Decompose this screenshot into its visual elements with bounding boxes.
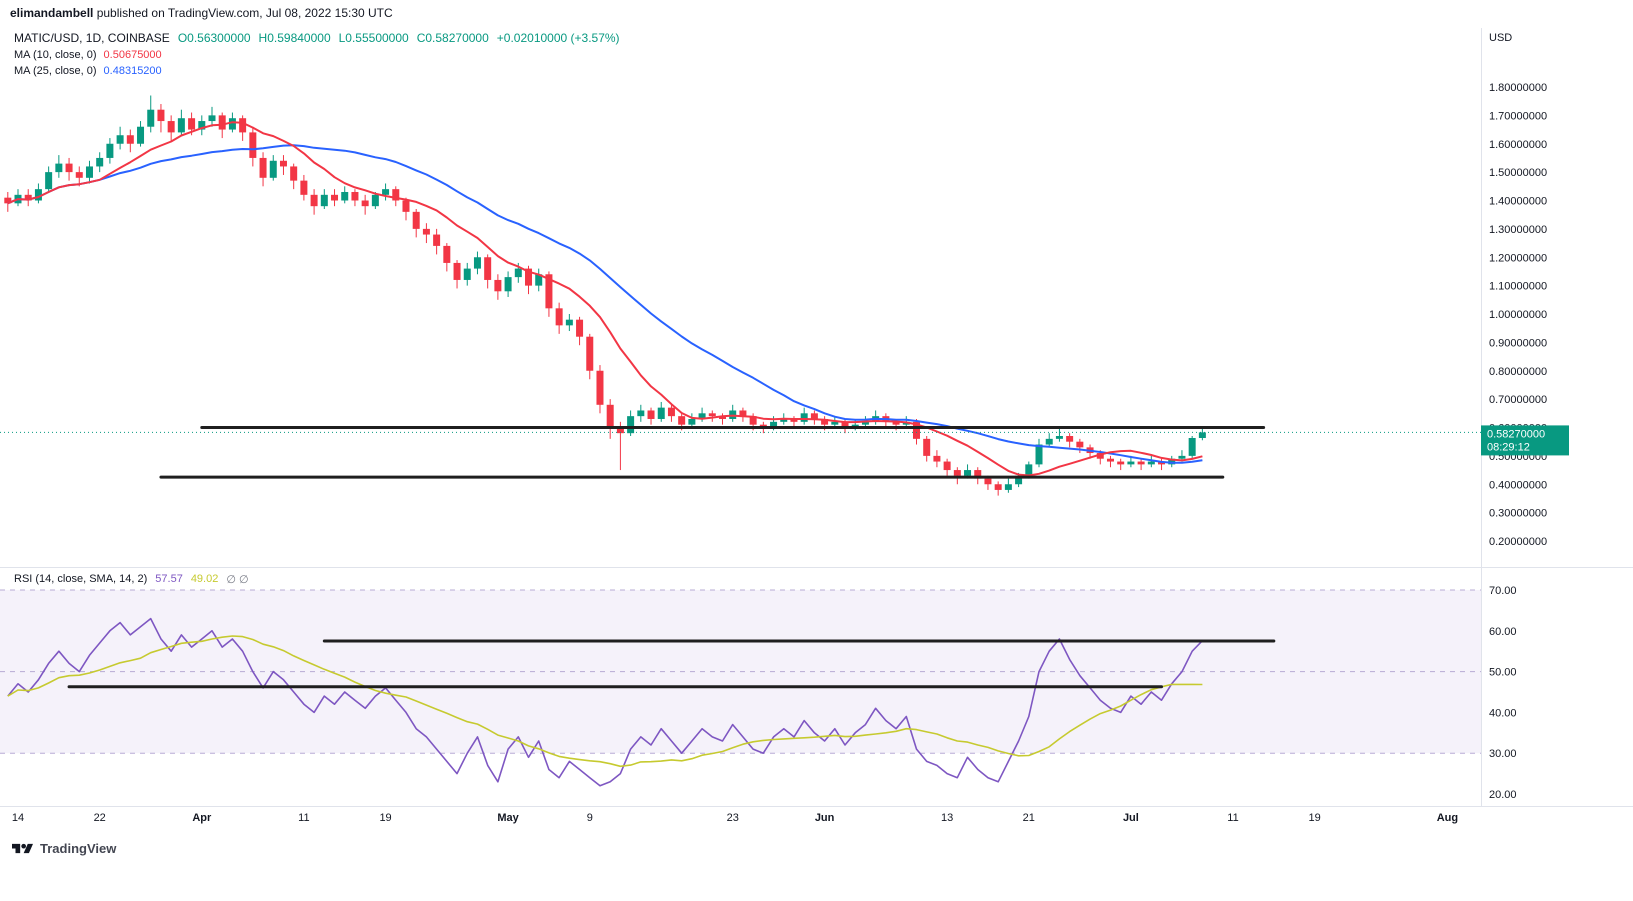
price-axis-currency-label: USD — [1489, 32, 1513, 44]
axis-label: 30.00 — [1489, 748, 1517, 760]
axis-label: Aug — [1437, 812, 1458, 824]
low-value: L0.55500000 — [338, 31, 409, 45]
high-value: H0.59840000 — [258, 31, 331, 45]
axis-label: 23 — [727, 812, 739, 824]
ma10-value: 0.50675000 — [103, 49, 162, 61]
axis-label: Jun — [815, 812, 835, 824]
current-price-badge — [1481, 425, 1569, 456]
axis-label: 1.10000000 — [1489, 281, 1547, 293]
candlestick-series — [4, 95, 1206, 496]
symbol-legend-row[interactable]: MATIC/USD, 1D, COINBASE O0.56300000 H0.5… — [14, 31, 620, 45]
footer: TradingView — [12, 840, 116, 857]
axis-label: May — [497, 812, 519, 824]
axis-label: 22 — [94, 812, 106, 824]
rsi-pane-legend[interactable]: RSI (14, close, SMA, 14, 2) 57.57 49.02 … — [14, 573, 249, 586]
axis-label: 0.30000000 — [1489, 508, 1547, 520]
ma25-legend-row[interactable]: MA (25, close, 0) 0.48315200 — [14, 65, 620, 77]
rsi-line — [7, 617, 1203, 787]
axis-label: 0.90000000 — [1489, 337, 1547, 349]
axis-label: 1.30000000 — [1489, 224, 1547, 236]
open-value: O0.56300000 — [177, 31, 251, 45]
tradingview-logo-icon[interactable] — [12, 840, 33, 857]
rsi-hidden-band-values: ∅ ∅ — [226, 574, 249, 586]
axis-label: 0.80000000 — [1489, 366, 1547, 378]
axis-label: 08:29:12 — [1487, 441, 1530, 453]
attribution-text: published on TradingView.com, Jul 08, 20… — [93, 6, 393, 20]
axis-label: 13 — [941, 812, 953, 824]
ma10-label: MA (10, close, 0) — [14, 49, 97, 61]
rsi-label: RSI (14, close, SMA, 14, 2) — [14, 573, 148, 585]
axis-label: 0.58270000 — [1487, 428, 1545, 440]
axis-label: 1.20000000 — [1489, 252, 1547, 264]
axis-label: Jul — [1123, 812, 1139, 824]
axis-label: 1.80000000 — [1489, 82, 1547, 94]
symbol-title[interactable]: MATIC/USD, 1D, COINBASE — [14, 31, 170, 45]
axis-label: 21 — [1023, 812, 1035, 824]
axis-label: 9 — [587, 812, 593, 824]
attribution-author: elimandambell — [10, 6, 94, 20]
rsi-sma-value: 49.02 — [190, 573, 219, 585]
axis-label: 0.70000000 — [1489, 394, 1547, 406]
ma10-legend-row[interactable]: MA (10, close, 0) 0.50675000 — [14, 49, 620, 61]
axis-label: 1.60000000 — [1489, 139, 1547, 151]
rsi-sma-line — [7, 635, 1203, 768]
axis-label: 11 — [298, 812, 309, 824]
axis-label: 1.00000000 — [1489, 309, 1547, 321]
axis-label: 50.00 — [1489, 667, 1517, 679]
axis-label: 1.40000000 — [1489, 196, 1547, 208]
axis-label: 19 — [1309, 812, 1321, 824]
axis-label: 70.00 — [1489, 585, 1517, 597]
ma10-line — [7, 121, 1203, 477]
axis-label: 1.50000000 — [1489, 167, 1547, 179]
axis-label: 1.70000000 — [1489, 110, 1547, 122]
rsi-value: 57.57 — [155, 573, 183, 585]
axis-label: 19 — [379, 812, 391, 824]
tradingview-brand-text[interactable]: TradingView — [40, 841, 117, 856]
ma25-value: 0.48315200 — [103, 65, 162, 77]
axis-label: Apr — [192, 812, 212, 824]
axis-label: 0.20000000 — [1489, 536, 1547, 548]
price-pane-legend: MATIC/USD, 1D, COINBASE O0.56300000 H0.5… — [14, 31, 620, 77]
close-value: C0.58270000 — [416, 31, 489, 45]
ma25-label: MA (25, close, 0) — [14, 65, 97, 77]
attribution: elimandambell published on TradingView.c… — [10, 6, 393, 20]
axis-label: 0.40000000 — [1489, 479, 1547, 491]
axis-label: 11 — [1227, 812, 1238, 824]
change-value: +0.02010000 (+3.57%) — [496, 31, 620, 45]
axis-label: 14 — [12, 812, 24, 824]
axis-label: 20.00 — [1489, 789, 1517, 801]
axis-label: 40.00 — [1489, 707, 1517, 719]
axis-label: 60.00 — [1489, 626, 1517, 638]
ma25-line — [7, 144, 1203, 464]
